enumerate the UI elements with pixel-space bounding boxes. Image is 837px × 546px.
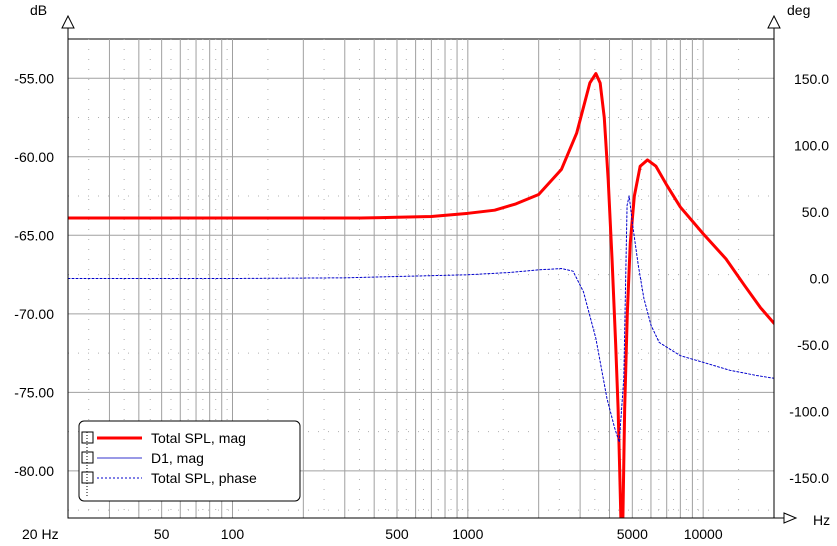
legend-box xyxy=(78,420,301,502)
x-axis-arrow xyxy=(783,512,798,524)
y-right-tick-label: -150.0 xyxy=(789,470,829,486)
series-layer xyxy=(68,72,774,518)
y-left-tick-label: -60.00 xyxy=(14,149,54,165)
y-right-tick-label: -50.0 xyxy=(797,337,829,353)
y-left-tick-label: -80.00 xyxy=(14,463,54,479)
y-right-tick-label: 0.0 xyxy=(810,271,830,287)
y-right-tick-label: -100.0 xyxy=(789,404,829,420)
y-left-tick-label: -65.00 xyxy=(14,227,54,243)
y-axis-left-unit: dB xyxy=(30,2,47,18)
x-tick-label: 50 xyxy=(154,526,170,542)
legend-label: Total SPL, mag xyxy=(151,430,246,446)
y-left-tick-label: -75.00 xyxy=(14,384,54,400)
y-axis-left-arrow xyxy=(61,14,75,29)
tick-labels: 20 Hz 50 100 500 1000 5000 10000 -55.00 -60.00 -6… xyxy=(14,70,829,542)
legend: Total SPL, mag D1, mag Total SPL, phase xyxy=(78,420,301,502)
series-line-0 xyxy=(68,72,774,518)
y-left-tick-label: -55.00 xyxy=(14,70,54,86)
y-axis-right-unit: deg xyxy=(787,2,810,18)
y-axis-right-arrow xyxy=(767,14,781,29)
legend-label: D1, mag xyxy=(151,450,204,466)
x-tick-label: 5000 xyxy=(617,526,648,542)
series-line-2 xyxy=(68,195,774,443)
x-axis-unit: Hz xyxy=(813,512,830,528)
x-tick-label: 1000 xyxy=(452,526,483,542)
y-right-tick-label: 150.0 xyxy=(794,71,829,87)
x-tick-label: 100 xyxy=(221,526,245,542)
y-left-tick-label: -70.00 xyxy=(14,306,54,322)
x-tick-label: 20 Hz xyxy=(22,526,59,542)
x-tick-label: 10000 xyxy=(684,526,723,542)
legend-label: Total SPL, phase xyxy=(151,470,257,486)
y-right-tick-label: 100.0 xyxy=(794,137,829,153)
x-tick-label: 500 xyxy=(385,526,409,542)
y-right-tick-label: 50.0 xyxy=(802,204,829,220)
